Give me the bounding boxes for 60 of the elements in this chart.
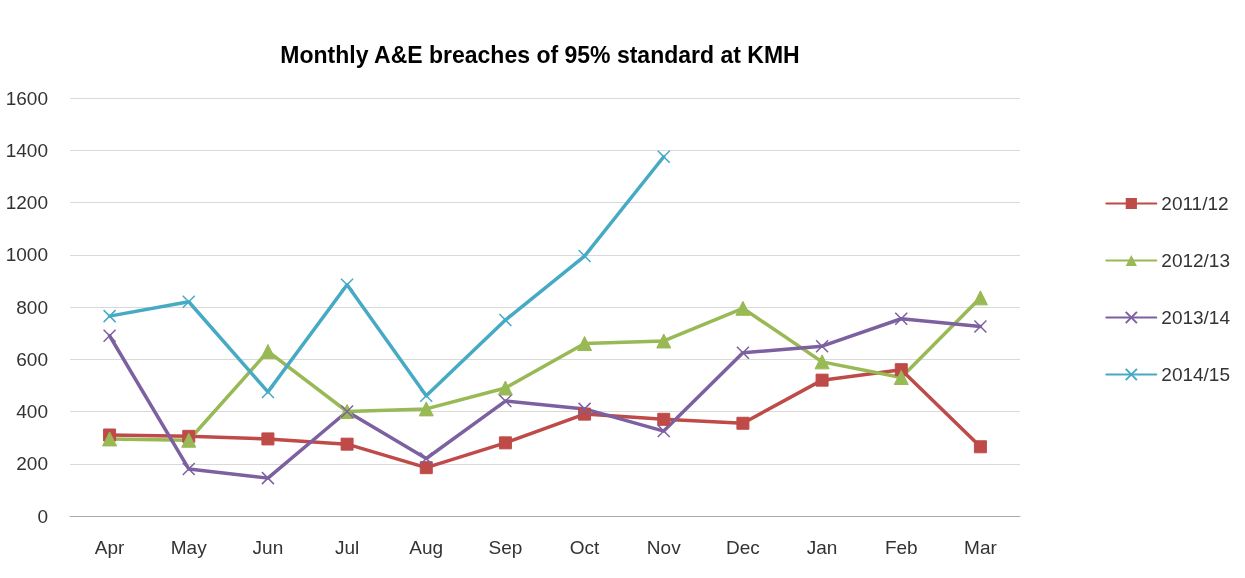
x-tick-label: Feb: [884, 537, 918, 558]
point: [182, 462, 196, 476]
point: [657, 412, 671, 426]
y-tick-label: 1400: [5, 139, 48, 161]
point: [577, 402, 592, 416]
point: [973, 440, 987, 454]
x-tick-label: Sep: [488, 537, 523, 558]
point: [814, 354, 830, 370]
point: [261, 432, 275, 446]
point: [340, 278, 354, 292]
x-tick-label: Dec: [726, 537, 760, 558]
x-tick-label: Aug: [409, 537, 444, 558]
y-tick-label: 0: [37, 505, 48, 527]
point: [657, 424, 671, 438]
y-tick-label: 400: [16, 401, 48, 422]
point: [102, 431, 118, 447]
y-tick-label: 800: [16, 296, 48, 318]
point: [498, 394, 513, 408]
point: [893, 370, 909, 386]
point: [261, 471, 275, 485]
point: [656, 333, 672, 349]
point: [657, 150, 671, 164]
y-tick-label: 1200: [5, 192, 48, 213]
point: [102, 328, 117, 343]
legend-label: 2012/13: [1161, 250, 1231, 271]
y-tick-label: 200: [16, 453, 48, 475]
legend-label: 2013/14: [1161, 307, 1231, 328]
x-tick-label: Apr: [94, 537, 126, 558]
point: [736, 345, 750, 360]
x-tick-label: Jul: [334, 537, 360, 558]
point: [182, 295, 196, 309]
y-tick-label: 1600: [5, 87, 48, 109]
x-tick-label: Mar: [964, 537, 998, 558]
point: [894, 312, 908, 326]
point: [973, 319, 988, 334]
point: [735, 300, 751, 316]
point: [260, 343, 276, 359]
point: [102, 309, 117, 323]
point: [577, 336, 593, 352]
point: [815, 339, 829, 353]
x-tick-label: May: [170, 537, 208, 558]
point: [736, 416, 750, 430]
point: [497, 380, 513, 396]
point: [181, 432, 197, 448]
point: [419, 461, 433, 475]
legend-label: 2011/12: [1161, 193, 1229, 214]
legend-label: 2014/15: [1161, 364, 1231, 385]
y-tick-label: 600: [16, 348, 48, 370]
chart-title: Monthly A&E breaches of 95% standard at KMH: [280, 41, 800, 68]
x-tick-label: Oct: [569, 537, 601, 558]
x-tick-label: Nov: [646, 537, 682, 558]
point: [577, 249, 592, 263]
point: [340, 437, 354, 451]
x-tick-label: Jun: [252, 537, 284, 558]
x-tick-label: Jan: [806, 537, 838, 558]
point: [418, 401, 434, 417]
point: [498, 436, 512, 450]
y-tick-label: 1000: [5, 244, 48, 266]
point: [972, 290, 988, 306]
point: [815, 373, 829, 387]
